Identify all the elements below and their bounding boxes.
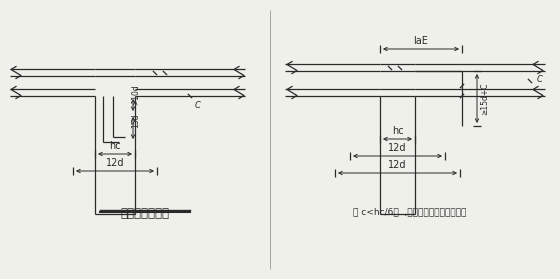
Text: 12d: 12d xyxy=(388,143,407,153)
Text: hc: hc xyxy=(109,141,121,151)
Text: C: C xyxy=(195,101,201,110)
Text: C: C xyxy=(537,74,543,83)
Text: laE: laE xyxy=(414,36,428,46)
Text: 12d: 12d xyxy=(106,158,124,168)
Text: ≥15d+C: ≥15d+C xyxy=(480,82,489,115)
Text: 非框梁中间支座: 非框梁中间支座 xyxy=(120,207,170,220)
Text: 15d: 15d xyxy=(132,114,141,128)
Text: 当 c<hc/6时  ,除注明外，纵筋可以直通: 当 c<hc/6时 ,除注明外，纵筋可以直通 xyxy=(353,207,466,216)
Text: hc: hc xyxy=(391,126,403,136)
Text: >10d: >10d xyxy=(132,84,141,105)
Text: 12d: 12d xyxy=(388,160,407,170)
